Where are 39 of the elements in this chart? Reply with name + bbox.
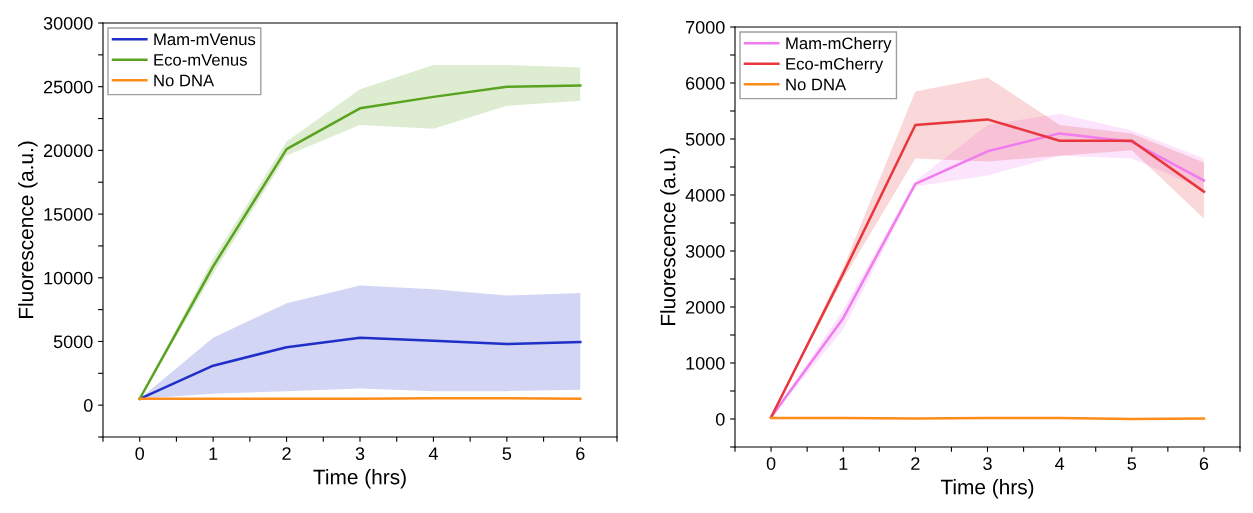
y-axis-title: Fluorescence (a.u.) <box>18 141 38 319</box>
legend-label: Mam-mVenus <box>154 33 256 46</box>
y-tick-label: 5000 <box>53 335 93 349</box>
y-tick-label: 5000 <box>685 132 725 146</box>
y-tick-label: 20000 <box>43 144 93 158</box>
legend-label: No DNA <box>786 78 847 91</box>
y-tick-label: 2000 <box>686 300 725 314</box>
x-tick-label: 0 <box>135 447 145 460</box>
y-tick-label: 0 <box>83 399 93 412</box>
y-tick-label: 15000 <box>44 208 93 221</box>
x-tick-label: 3 <box>983 457 992 470</box>
y-tick-label: 25000 <box>43 80 93 94</box>
x-tick-label: 6 <box>1199 457 1209 470</box>
y-tick-label: 0 <box>715 412 725 426</box>
y-axis-title: Fluorescence (a.u.) <box>660 148 680 326</box>
x-tick-label: 5 <box>1127 457 1137 470</box>
y-tick-label: 6000 <box>686 76 725 90</box>
x-axis-title: Time (hrs) <box>940 479 1034 499</box>
x-tick-label: 3 <box>355 447 365 460</box>
y-tick-label: 3000 <box>685 244 725 258</box>
legend-label: Eco-mVenus <box>154 54 247 66</box>
x-tick-label: 5 <box>502 447 512 460</box>
legend-label: Mam-mCherry <box>786 37 892 53</box>
legend-label: Eco-mCherry <box>786 57 884 74</box>
x-axis-title: Time (hrs) <box>313 469 406 489</box>
x-tick-label: 0 <box>766 457 776 470</box>
legend-label: No DNA <box>154 74 215 87</box>
y-tick-label: 1000 <box>686 356 725 370</box>
x-tick-label: 1 <box>209 447 218 460</box>
x-tick-label: 1 <box>839 457 848 470</box>
y-tick-label: 7000 <box>686 20 725 34</box>
x-tick-label: 2 <box>282 447 291 460</box>
y-tick-label: 30000 <box>43 16 93 30</box>
y-tick-label: 10000 <box>44 271 93 285</box>
x-tick-label: 4 <box>428 447 438 460</box>
x-tick-label: 6 <box>576 447 585 460</box>
x-tick-label: 4 <box>1055 457 1065 470</box>
x-tick-label: 2 <box>911 457 920 470</box>
y-tick-label: 4000 <box>685 188 725 202</box>
